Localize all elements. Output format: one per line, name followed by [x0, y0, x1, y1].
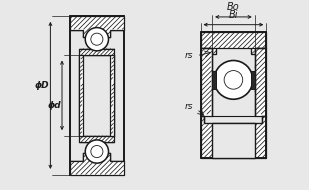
- Polygon shape: [201, 32, 266, 54]
- Polygon shape: [212, 71, 216, 89]
- Circle shape: [85, 140, 108, 163]
- Text: Bi: Bi: [229, 10, 238, 20]
- Polygon shape: [201, 48, 212, 116]
- Bar: [212, 124, 255, 158]
- Polygon shape: [201, 116, 266, 158]
- Polygon shape: [110, 55, 114, 136]
- Circle shape: [214, 60, 253, 99]
- Polygon shape: [79, 49, 114, 55]
- Polygon shape: [79, 55, 83, 136]
- Polygon shape: [70, 154, 124, 175]
- Text: rs: rs: [184, 51, 193, 60]
- Polygon shape: [255, 48, 266, 116]
- Text: rs: rs: [184, 101, 193, 111]
- Circle shape: [224, 70, 243, 89]
- Text: ϕd: ϕd: [47, 101, 61, 110]
- Polygon shape: [251, 71, 255, 89]
- Circle shape: [91, 146, 103, 158]
- Polygon shape: [70, 16, 124, 37]
- Text: ϕD: ϕD: [35, 81, 49, 90]
- Circle shape: [91, 33, 103, 45]
- Circle shape: [85, 28, 108, 51]
- Polygon shape: [79, 136, 114, 142]
- Text: Bo: Bo: [227, 2, 240, 12]
